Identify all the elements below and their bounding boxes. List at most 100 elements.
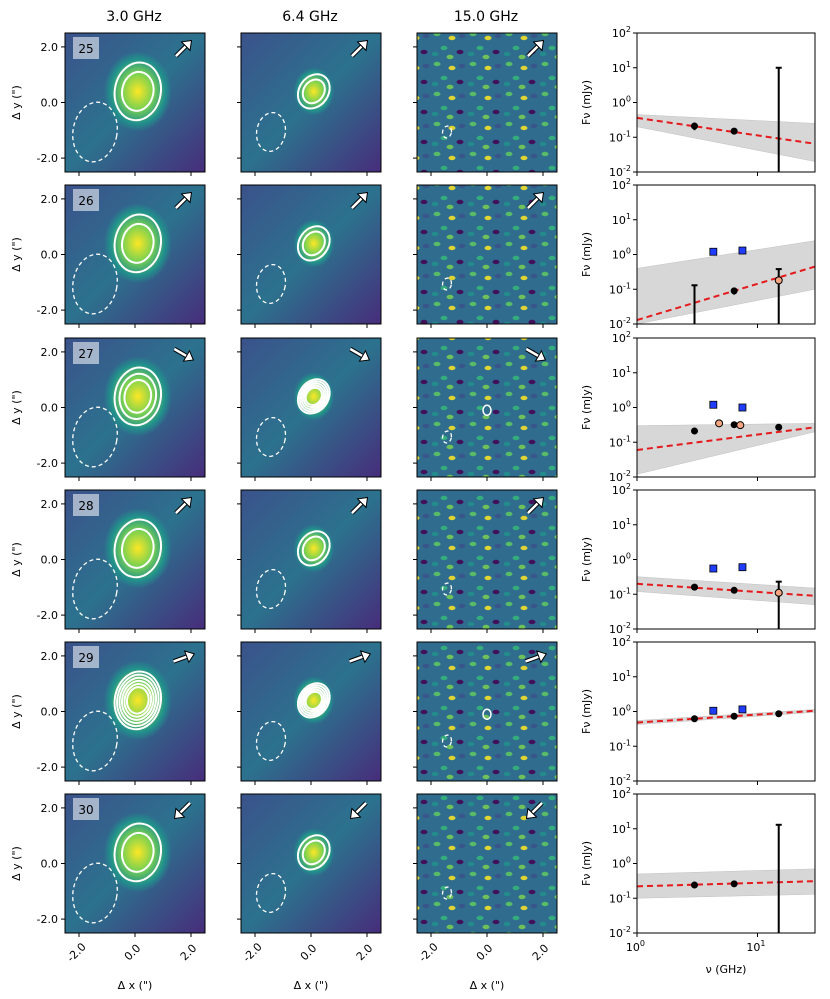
x-tick-label: 2.0 xyxy=(530,942,552,964)
arrow-head xyxy=(349,807,362,820)
source-id-badge xyxy=(73,646,99,668)
x-tick-label: -2.0 xyxy=(240,940,264,964)
arrow-head xyxy=(183,650,196,664)
beam-ellipse xyxy=(255,263,287,305)
contour xyxy=(298,684,329,717)
beam-ellipse xyxy=(72,253,118,315)
map-panel-row28-col3 xyxy=(413,489,558,633)
source-id-badge xyxy=(73,798,99,820)
map-panel-row27-col2 xyxy=(237,337,382,481)
x-tick-label: 0.0 xyxy=(122,942,144,964)
x-tick-label: 2.0 xyxy=(354,942,376,964)
map-panel-row25-col1: 2.0 0.0 -2.0 Δ y (") 25 xyxy=(10,32,206,176)
contour xyxy=(118,676,158,724)
column-title-3ghz: 3.0 GHz xyxy=(106,9,161,25)
y-axis-label: Δ y (") xyxy=(10,85,23,120)
y-tick-label: -2.0 xyxy=(37,761,58,774)
contour xyxy=(121,222,155,264)
x-tick-label: -2.0 xyxy=(64,940,88,964)
beam-ellipse xyxy=(441,430,453,444)
y-tick-label: 102 xyxy=(612,25,631,40)
y-tick-label: -2.0 xyxy=(37,913,58,926)
map-panel-row28-col1: 2.0 0.0 -2.0 Δ y (") 28 xyxy=(10,489,206,633)
y-tick-label: 101 xyxy=(612,669,631,684)
map-background xyxy=(417,642,557,781)
y-tick-label: 0.0 xyxy=(41,402,59,415)
arrow-head xyxy=(180,191,193,204)
y-axis-label: Fν (mJy) xyxy=(580,689,593,734)
contour xyxy=(296,682,331,719)
comparison-point xyxy=(709,400,718,409)
beam-ellipse xyxy=(72,710,118,772)
contour xyxy=(304,690,323,711)
map-panel-row30-col1: 2.0 0.0 -2.0 Δ y (") 30 -2.0 0.0 2.0 Δ x (") xyxy=(10,793,206,992)
direction-arrow-icon xyxy=(350,191,369,210)
contour xyxy=(301,535,326,562)
contour xyxy=(296,378,331,415)
source-id: 26 xyxy=(78,194,93,208)
sed-panel-row27: 102 101 100 10-1 10-2 Fν (mJy) xyxy=(580,330,816,484)
direction-arrow-icon xyxy=(526,39,545,58)
map-background xyxy=(417,33,557,172)
contour xyxy=(113,670,163,731)
y-tick-label: 10-2 xyxy=(609,164,631,179)
arrow-head xyxy=(532,496,545,509)
comparison-point xyxy=(738,403,747,412)
contour xyxy=(301,839,326,866)
data-point xyxy=(775,710,783,718)
y-tick-label: 10-1 xyxy=(609,586,631,601)
map-panel-row30-col2: -2.0 0.0 2.0 Δ x (") xyxy=(237,793,382,992)
comparison-point xyxy=(709,247,718,256)
beam-ellipse xyxy=(441,734,453,748)
model-point xyxy=(774,276,783,285)
sed-panel-row25: 102 101 100 10-1 10-2 Fν (mJy) xyxy=(580,25,816,179)
direction-arrow-icon xyxy=(526,496,545,515)
contour xyxy=(123,379,153,414)
data-point xyxy=(730,127,738,135)
source-id-badge xyxy=(73,342,99,364)
y-tick-label: 2.0 xyxy=(41,41,59,54)
y-tick-label: -2.0 xyxy=(37,304,58,317)
y-tick-label: 0.0 xyxy=(41,706,59,719)
contour xyxy=(302,688,325,713)
y-tick-label: 2.0 xyxy=(41,802,59,815)
y-axis-label: Fν (mJy) xyxy=(580,537,593,582)
beam-ellipse xyxy=(72,558,118,620)
y-tick-label: -2.0 xyxy=(37,609,58,622)
source-id: 25 xyxy=(78,42,93,56)
arrow-head xyxy=(180,39,193,52)
model-point xyxy=(715,419,724,428)
direction-arrow-icon xyxy=(174,496,193,515)
y-axis-label: Δ y (") xyxy=(10,390,23,425)
contour xyxy=(113,518,163,579)
beam-ellipse xyxy=(255,111,287,153)
contour xyxy=(482,708,492,721)
direction-arrow-icon xyxy=(174,191,193,210)
contour xyxy=(300,686,327,715)
y-tick-label: 10-1 xyxy=(609,129,631,144)
map-background xyxy=(417,185,557,324)
map-panel-row25-col2 xyxy=(237,32,382,176)
sed-panel-row28: 102 101 100 10-1 10-2 Fν (mJy) xyxy=(580,482,816,636)
beam-ellipse xyxy=(72,101,118,163)
sed-background xyxy=(637,490,815,629)
y-tick-label: 10-2 xyxy=(609,925,631,940)
map-panel-row30-col3: -2.0 0.0 2.0 Δ x (") xyxy=(413,793,558,992)
map-panel-row29-col3 xyxy=(413,641,558,785)
contour xyxy=(125,686,150,715)
arrow-head xyxy=(532,191,545,204)
data-point xyxy=(730,421,738,429)
sed-panel-row29: 102 101 100 10-1 10-2 Fν (mJy) xyxy=(580,634,816,788)
arrow-head xyxy=(358,349,371,362)
direction-arrow-icon xyxy=(349,347,371,362)
data-point xyxy=(730,586,738,594)
x-tick-label: 0.0 xyxy=(298,942,320,964)
source-id: 27 xyxy=(78,347,93,361)
y-axis-label: Fν (mJy) xyxy=(580,232,593,277)
source-id: 30 xyxy=(78,803,93,817)
y-axis-label: Δ y (") xyxy=(10,542,23,577)
x-tick-label: 0.0 xyxy=(474,942,496,964)
beam-ellipse xyxy=(441,125,453,139)
y-tick-label: 100 xyxy=(612,704,631,719)
contour xyxy=(296,834,331,871)
